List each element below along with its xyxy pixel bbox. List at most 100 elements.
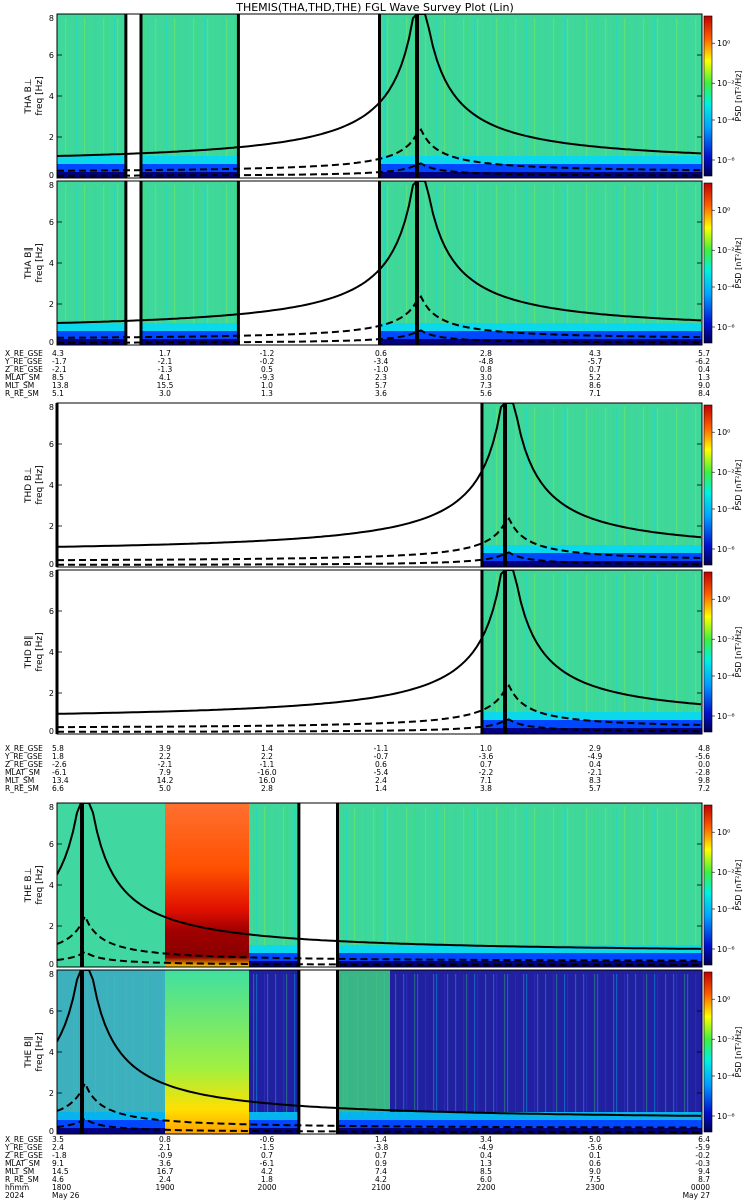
data-gap xyxy=(57,403,482,567)
ephemeris-label: R_RE_SM xyxy=(5,389,39,398)
ephemeris-value: 1.0 xyxy=(261,381,273,390)
colorbar-tick-label: 10⁻⁴ xyxy=(717,905,735,914)
ephemeris-value: 5.7 xyxy=(698,349,710,358)
panel-ylabel: THA B∥ xyxy=(24,247,34,280)
ephemeris-value: -2.1 xyxy=(52,365,67,374)
colorbar-tick-label: 10⁻⁶ xyxy=(717,545,735,554)
ephemeris-value: -4.8 xyxy=(479,357,494,366)
panel-ylabel: THA B⊥ xyxy=(24,78,34,114)
ephemeris-value: 0.1 xyxy=(589,1151,601,1160)
spectrogram-panel: 0 2 4 6 8 THD B∥ freq [Hz] 10⁰ 10⁻² 10⁻⁴ 10⁻⁶ PSD [… xyxy=(24,569,743,736)
time-axis-label: hhmm xyxy=(5,1183,29,1192)
time-tick-label: 2300 xyxy=(585,1183,604,1192)
panel-ylabel-freq: freq [Hz] xyxy=(35,243,45,282)
colorbar-tick-label: 10⁻² xyxy=(717,1035,735,1044)
colorbar-tick-label: 10⁰ xyxy=(717,995,730,1004)
colorbar-tick-label: 10⁰ xyxy=(717,428,730,437)
colorbar-label: PSD [nT²/Hz] xyxy=(734,1027,743,1078)
y-tick-label: 4 xyxy=(49,648,54,657)
tenth-gyrofrequency-curve xyxy=(57,551,701,566)
ephemeris-label: MLT_SM xyxy=(5,381,34,390)
low-freq-band xyxy=(57,1112,702,1120)
panel-ylabel: THE B∥ xyxy=(24,1036,34,1069)
panel-ylabel: THD B⊥ xyxy=(24,467,34,504)
ephemeris-value: 7.3 xyxy=(480,381,492,390)
ephemeris-label: Y_RE_GSE xyxy=(4,752,43,761)
panel-ylabel-freq: freq [Hz] xyxy=(35,1032,45,1071)
ephemeris-value: 7.9 xyxy=(159,768,171,777)
ephemeris-value: 2.3 xyxy=(375,373,387,382)
high-power-region xyxy=(165,970,249,1134)
colorbar-tick-label: 10⁰ xyxy=(717,828,730,837)
y-tick-label: 0 xyxy=(49,171,54,180)
ephemeris-value: 1.3 xyxy=(261,389,273,398)
ephemeris-value: 16.0 xyxy=(259,776,276,785)
ephemeris-label: R_RE_SM xyxy=(5,1175,39,1184)
ephemeris-table: X_RE_GSE 3.5 0.8 -0.6 1.4 3.4 5.0 6.4 Y_RE_GSE 2.… xyxy=(4,1135,710,1200)
y-tick-label: 0 xyxy=(49,960,54,969)
ephemeris-value: 2.2 xyxy=(159,752,171,761)
gyrofrequency-curve xyxy=(57,970,702,1117)
ephemeris-value: 4.3 xyxy=(52,349,64,358)
colorbar-tick-label: 10⁻² xyxy=(717,246,735,255)
colorbar-label: PSD [nT²/Hz] xyxy=(734,238,743,289)
ephemeris-value: -0.2 xyxy=(260,357,275,366)
colorbar xyxy=(703,404,713,566)
spectrogram-panel: 0 2 4 6 8 THE B∥ freq [Hz] 10⁰ 10⁻² 10⁻⁴ 10⁻⁶ PSD [… xyxy=(24,969,743,1136)
ephemeris-value: 0.6 xyxy=(375,349,387,358)
ephemeris-value: 0.7 xyxy=(375,1151,387,1160)
y-tick-label: 8 xyxy=(49,570,54,579)
ephemeris-label: MLAT_SM xyxy=(5,373,40,382)
y-tick-label: 8 xyxy=(49,970,54,979)
ephemeris-value: -5.4 xyxy=(374,768,389,777)
colorbar xyxy=(703,15,713,177)
colorbar-tick-label: 10⁻² xyxy=(717,868,735,877)
time-tick-label: 0000 xyxy=(691,1183,710,1192)
ephemeris-label: MLT_SM xyxy=(5,776,34,785)
ephemeris-value: -5.6 xyxy=(588,1143,603,1152)
ephemeris-value: 1.3 xyxy=(698,373,710,382)
model-curves xyxy=(57,570,702,733)
y-tick-label: 2 xyxy=(49,522,54,531)
ephemeris-value: 9.0 xyxy=(589,1167,601,1176)
ephemeris-value: -1.3 xyxy=(158,365,173,374)
ephemeris-value: -1.1 xyxy=(260,760,275,769)
ephemeris-value: 5.7 xyxy=(589,784,601,793)
data-gap xyxy=(298,803,338,967)
data-gap xyxy=(57,570,482,734)
ephemeris-value: -3.6 xyxy=(479,752,494,761)
ephemeris-value: -6.1 xyxy=(52,768,67,777)
panel-ylabel-freq: freq [Hz] xyxy=(35,76,45,115)
ephemeris-value: 0.4 xyxy=(480,1151,492,1160)
ephemeris-value: 4.6 xyxy=(52,1175,64,1184)
half-gyrofrequency-curve xyxy=(57,128,701,172)
ephemeris-label: Z_RE_GSE xyxy=(5,760,43,769)
colorbar-tick-label: 10⁻⁴ xyxy=(717,672,735,681)
ephemeris-value: 6.6 xyxy=(52,784,64,793)
high-power-region xyxy=(165,803,249,967)
colorbar xyxy=(703,571,713,733)
ephemeris-value: -1.7 xyxy=(52,357,67,366)
data-gap xyxy=(298,970,338,1134)
gyrofrequency-curve xyxy=(57,803,702,950)
time-tick-label: 2200 xyxy=(476,1183,495,1192)
model-curves xyxy=(57,14,702,177)
ephemeris-value: -1.2 xyxy=(260,349,275,358)
ephemeris-value: 2.1 xyxy=(159,1143,171,1152)
ephemeris-value: -2.1 xyxy=(588,768,603,777)
ephemeris-value: 5.1 xyxy=(52,389,64,398)
y-tick-label: 8 xyxy=(49,14,54,23)
tenth-gyrofrequency-curve xyxy=(57,950,701,966)
y-tick-label: 4 xyxy=(49,881,54,890)
colorbar-tick-label: 10⁻⁴ xyxy=(717,116,735,125)
ephemeris-value: 8.4 xyxy=(698,389,710,398)
tenth-gyrofrequency-curve xyxy=(57,329,701,344)
ephemeris-value: -1.8 xyxy=(52,1151,67,1160)
panel-ylabel: THD B∥ xyxy=(24,636,34,670)
data-gap xyxy=(125,14,141,178)
data-gap xyxy=(238,14,380,178)
ephemeris-value: -1.5 xyxy=(260,1143,275,1152)
spectrogram-panel: 0 2 4 6 8 THD B⊥ freq [Hz] 10⁰ 10⁻² 10⁻⁴ 10⁻⁶ PSD [… xyxy=(24,402,743,569)
